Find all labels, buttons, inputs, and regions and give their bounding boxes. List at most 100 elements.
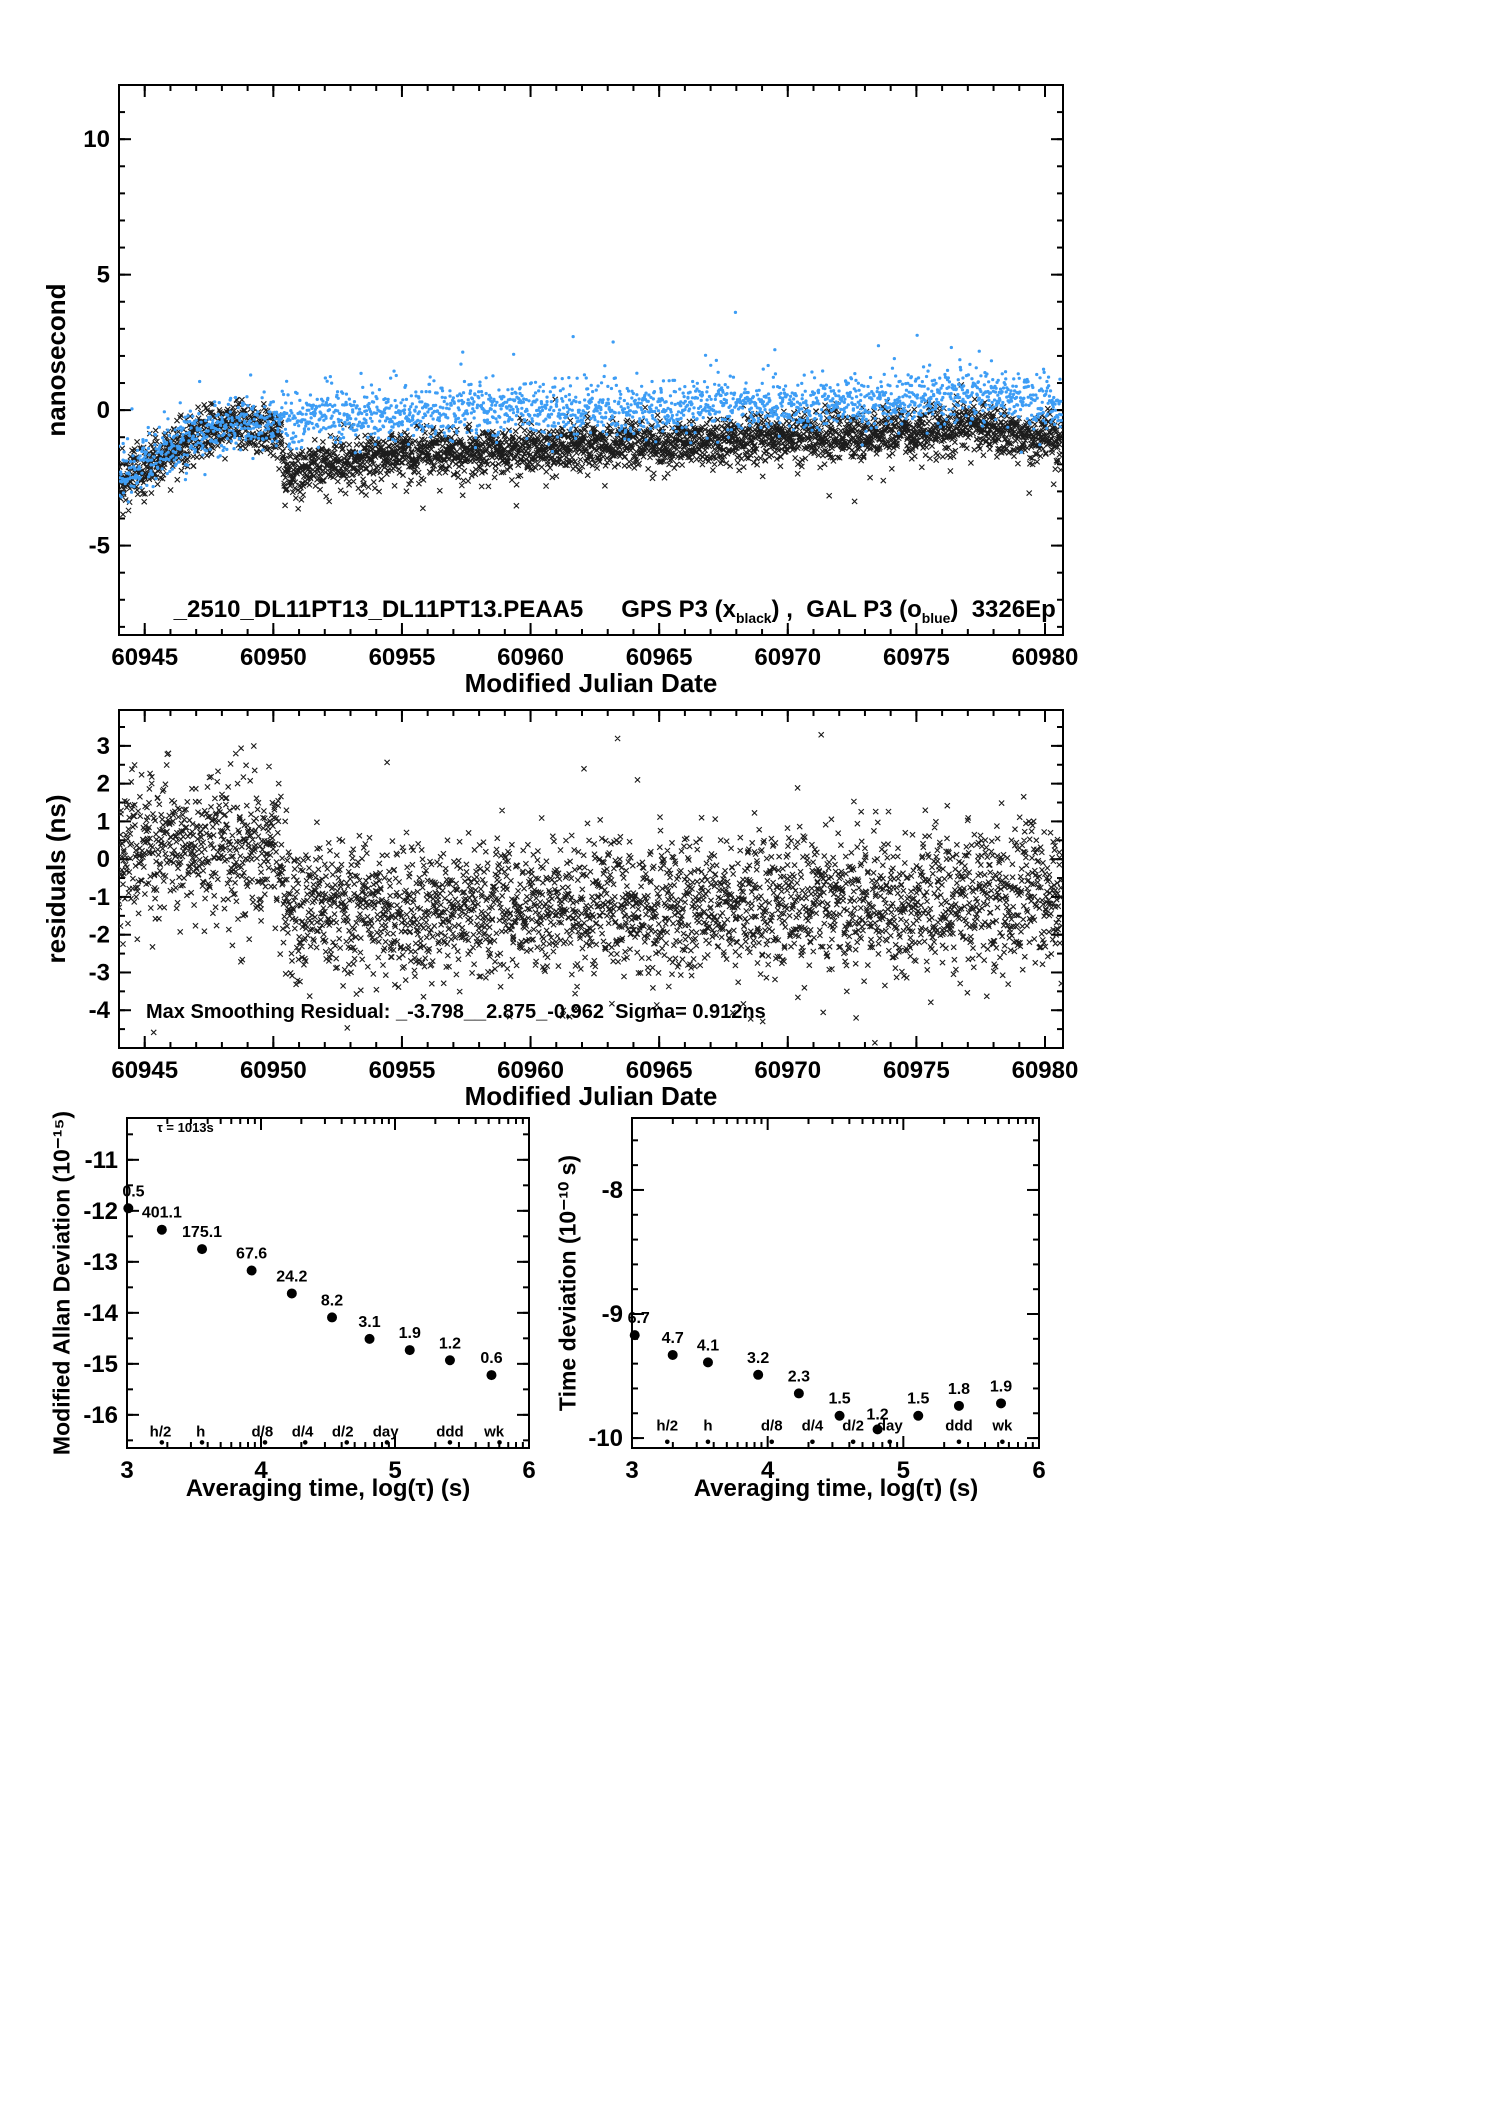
baseline-dot [497,1440,502,1445]
interval-label: ddd [945,1418,973,1435]
baseline-dot [384,1440,390,1445]
point-value-label: 6.7 [628,1310,650,1327]
point-value-label: 67.6 [236,1246,267,1263]
baseline-dot [850,1439,856,1445]
y-tick-label: -9 [602,1301,623,1328]
x-tick-label: 3 [120,1457,133,1484]
interval-label: wk [483,1424,505,1441]
y-tick-label: -8 [602,1177,623,1204]
baseline-dot [199,1440,205,1445]
baseline-dot [664,1439,670,1445]
y-tick-label: 3 [97,733,110,760]
point-value-label: 1.5 [828,1391,850,1408]
y-tick-label: -2 [89,922,110,949]
y-tick-label: -10 [588,1425,623,1452]
series-residuals [119,731,1063,1046]
x-tick-label: 5 [388,1457,401,1484]
interval-label: h/2 [656,1418,678,1435]
x-tick-label: 6 [1032,1457,1045,1484]
deviation-point [197,1244,208,1255]
gal-sub-label: blue [921,609,951,626]
top-panel-annotation: _2510_DL11PT13_DL11PT13.PEAA5 GPS P3 (xbl… [147,574,1056,650]
point-value-label: 1.5 [907,1391,929,1408]
y-axis-title-mdev: Modified Allan Deviation (10⁻¹⁵) [48,1110,75,1456]
y-tick-label: -13 [83,1249,118,1276]
series-GPS P3 [119,381,1063,518]
interval-label: d/4 [802,1418,824,1435]
deviation-point [834,1410,845,1421]
x-tick-label: 60955 [369,644,436,671]
x-tick-label: 60945 [111,1057,178,1084]
y-tick-label: 5 [97,262,110,289]
interval-label: h/2 [150,1424,172,1441]
interval-label: d/4 [292,1424,314,1441]
x-tick-label: 60970 [754,644,821,671]
x-tick-label: 60950 [240,1057,307,1084]
gps-label: GPS P3 (x [621,596,736,623]
interval-label: day [877,1418,904,1435]
baseline-dot [956,1439,962,1445]
baseline-dot [262,1440,268,1445]
x-tick-label: 4 [254,1457,268,1484]
gps-sub-label: black [735,609,772,626]
deviation-point [364,1333,375,1344]
y-tick-label: -15 [83,1351,118,1378]
x-tick-label: 60960 [497,1057,564,1084]
interval-label: d/2 [842,1418,864,1435]
point-value-label: 175.1 [182,1224,222,1241]
y-tick-label: -1 [89,884,110,911]
x-axis-title-avgtime-left: Averaging time, log(τ) (s) [185,1475,471,1502]
x-axis-title-mjd-mid: Modified Julian Date [464,1081,718,1111]
baseline-dot [447,1440,453,1445]
baseline-dot [1000,1439,1005,1445]
y-tick-label: -11 [85,1147,118,1174]
y-tick-label: 0 [97,846,110,873]
x-tick-label: 60965 [626,1057,693,1084]
deviation-point [123,1203,134,1214]
point-value-label: 2.3 [788,1368,810,1385]
x-tick-label: 60980 [1012,644,1079,671]
y-axis-title-nanosecond: nanosecond [41,283,71,437]
y-axis-title-residuals: residuals (ns) [41,794,71,964]
interval-label: ddd [436,1424,464,1441]
interval-label: d/2 [332,1424,354,1441]
deviation-point [793,1388,804,1399]
y-tick-label: 0 [97,397,110,424]
baseline-dot [887,1439,893,1445]
x-tick-label: 5 [897,1457,910,1484]
x-tick-label: 3 [625,1457,638,1484]
point-value-label: 3.1 [358,1314,380,1331]
point-value-label: 8.2 [321,1292,343,1309]
y-tick-label: -16 [83,1402,118,1429]
deviation-point [953,1400,964,1411]
interval-label: d/8 [761,1418,783,1435]
deviation-point [327,1312,338,1323]
deviation-point [156,1224,167,1235]
deviation-point [286,1288,297,1299]
y-tick-label: -5 [89,533,110,560]
x-tick-label: 6 [522,1457,535,1484]
point-value-label: 1.2 [439,1335,461,1352]
baseline-dot [302,1440,308,1445]
point-value-label: 0.5 [122,1183,144,1200]
point-value-label: 4.1 [697,1337,719,1354]
series-GAL P3 [119,310,1063,504]
y-tick-label: -4 [89,997,111,1024]
baseline-dot [769,1439,775,1445]
interval-label: day [373,1424,400,1441]
deviation-point [404,1345,415,1356]
deviation-point [753,1369,764,1380]
baseline-dot [159,1440,165,1445]
point-value-label: 1.8 [948,1381,970,1398]
epoch-count-label: ) 3326Ep [950,596,1056,623]
deviation-point [246,1265,257,1276]
interval-label: h [703,1418,712,1435]
deviation-point [629,1330,640,1341]
x-tick-label: 60965 [626,644,693,671]
interval-label: wk [991,1418,1013,1435]
x-tick-label: 60975 [883,644,950,671]
chart-0: 60945 60950 60955 60960 60965 60970 60975 60980… [83,84,1079,671]
